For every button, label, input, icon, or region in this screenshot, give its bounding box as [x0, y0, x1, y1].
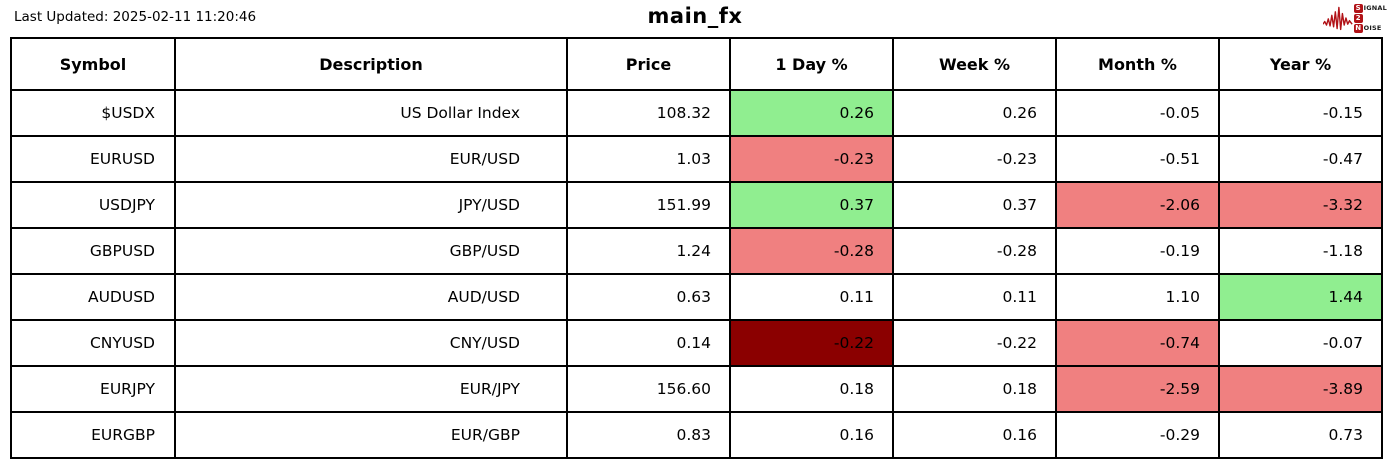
cell-month: -2.59: [1055, 365, 1220, 413]
cell-symbol: AUDUSD: [10, 273, 176, 321]
table-header: Symbol Description Price 1 Day % Week % …: [10, 37, 1383, 91]
table-row: GBPUSD GBP/USD 1.24 -0.28 -0.28 -0.19 -1.18: [10, 227, 1383, 275]
cell-symbol: EURUSD: [10, 135, 176, 183]
column-header-description: Description: [174, 37, 568, 91]
cell-symbol: USDJPY: [10, 181, 176, 229]
cell-day: 0.11: [729, 273, 894, 321]
cell-year: 1.44: [1218, 273, 1383, 321]
cell-description: US Dollar Index: [174, 89, 568, 137]
cell-week: -0.28: [892, 227, 1057, 275]
waveform-icon: [1322, 6, 1353, 31]
cell-month: -0.05: [1055, 89, 1220, 137]
column-header-symbol: Symbol: [10, 37, 176, 91]
table-row: USDJPY JPY/USD 151.99 0.37 0.37 -2.06 -3.32: [10, 181, 1383, 229]
table-row: EURUSD EUR/USD 1.03 -0.23 -0.23 -0.51 -0.47: [10, 135, 1383, 183]
cell-price: 1.03: [566, 135, 731, 183]
cell-week: 0.11: [892, 273, 1057, 321]
cell-description: CNY/USD: [174, 319, 568, 367]
cell-price: 0.83: [566, 411, 731, 459]
logo-letter-n: N: [1353, 23, 1363, 33]
cell-week: -0.22: [892, 319, 1057, 367]
header-row: Symbol Description Price 1 Day % Week % …: [10, 37, 1383, 91]
cell-price: 156.60: [566, 365, 731, 413]
cell-month: -0.29: [1055, 411, 1220, 459]
cell-description: JPY/USD: [174, 181, 568, 229]
page-title: main_fx: [647, 4, 743, 28]
cell-description: EUR/USD: [174, 135, 568, 183]
cell-symbol: GBPUSD: [10, 227, 176, 275]
cell-description: EUR/GBP: [174, 411, 568, 459]
cell-year: -3.32: [1218, 181, 1383, 229]
logo-line-signal: S IGNAL: [1353, 3, 1387, 13]
cell-price: 151.99: [566, 181, 731, 229]
cell-day: 0.37: [729, 181, 894, 229]
cell-year: -0.15: [1218, 89, 1383, 137]
logo-rest-ignal: IGNAL: [1363, 3, 1387, 12]
cell-day: -0.22: [729, 319, 894, 367]
cell-description: EUR/JPY: [174, 365, 568, 413]
column-header-1day: 1 Day %: [729, 37, 894, 91]
cell-price: 108.32: [566, 89, 731, 137]
fx-table: Symbol Description Price 1 Day % Week % …: [10, 37, 1383, 459]
cell-description: GBP/USD: [174, 227, 568, 275]
cell-price: 0.63: [566, 273, 731, 321]
logo-text: S IGNAL 2 N OISE: [1353, 3, 1387, 33]
cell-year: -0.07: [1218, 319, 1383, 367]
cell-day: 0.18: [729, 365, 894, 413]
table-row: EURJPY EUR/JPY 156.60 0.18 0.18 -2.59 -3.89: [10, 365, 1383, 413]
cell-month: 1.10: [1055, 273, 1220, 321]
signal2noise-logo: S IGNAL 2 N OISE: [1322, 2, 1387, 34]
cell-year: 0.73: [1218, 411, 1383, 459]
cell-year: -0.47: [1218, 135, 1383, 183]
last-updated-label: Last Updated: 2025-02-11 11:20:46: [14, 9, 257, 25]
table-row: EURGBP EUR/GBP 0.83 0.16 0.16 -0.29 0.73: [10, 411, 1383, 459]
logo-line-noise: N OISE: [1353, 23, 1387, 33]
cell-day: 0.26: [729, 89, 894, 137]
cell-symbol: EURGBP: [10, 411, 176, 459]
cell-week: 0.37: [892, 181, 1057, 229]
cell-month: -0.74: [1055, 319, 1220, 367]
cell-month: -0.19: [1055, 227, 1220, 275]
column-header-year: Year %: [1218, 37, 1383, 91]
cell-week: 0.16: [892, 411, 1057, 459]
cell-symbol: $USDX: [10, 89, 176, 137]
cell-symbol: EURJPY: [10, 365, 176, 413]
cell-day: -0.28: [729, 227, 894, 275]
cell-day: -0.23: [729, 135, 894, 183]
cell-day: 0.16: [729, 411, 894, 459]
cell-month: -0.51: [1055, 135, 1220, 183]
cell-price: 0.14: [566, 319, 731, 367]
table-row: CNYUSD CNY/USD 0.14 -0.22 -0.22 -0.74 -0.07: [10, 319, 1383, 367]
logo-rest-oise: OISE: [1363, 23, 1382, 32]
cell-week: -0.23: [892, 135, 1057, 183]
logo-line-2: 2: [1353, 13, 1387, 23]
cell-price: 1.24: [566, 227, 731, 275]
column-header-month: Month %: [1055, 37, 1220, 91]
cell-year: -1.18: [1218, 227, 1383, 275]
logo-letter-2: 2: [1353, 13, 1363, 23]
logo-letter-s: S: [1353, 3, 1363, 13]
column-header-price: Price: [566, 37, 731, 91]
cell-year: -3.89: [1218, 365, 1383, 413]
table-row: AUDUSD AUD/USD 0.63 0.11 0.11 1.10 1.44: [10, 273, 1383, 321]
top-bar: Last Updated: 2025-02-11 11:20:46 main_f…: [0, 0, 1390, 37]
cell-week: 0.26: [892, 89, 1057, 137]
cell-month: -2.06: [1055, 181, 1220, 229]
cell-week: 0.18: [892, 365, 1057, 413]
cell-description: AUD/USD: [174, 273, 568, 321]
column-header-week: Week %: [892, 37, 1057, 91]
table-body: $USDX US Dollar Index 108.32 0.26 0.26 -0.05-…: [10, 89, 1383, 459]
cell-symbol: CNYUSD: [10, 319, 176, 367]
table-row: $USDX US Dollar Index 108.32 0.26 0.26 -0.05-…: [10, 89, 1383, 137]
